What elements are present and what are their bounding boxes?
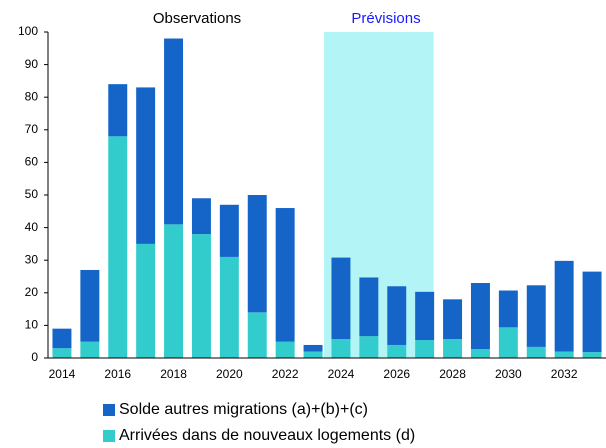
- x-tick-label: 2026: [383, 367, 410, 381]
- bar-segment: [415, 291, 435, 341]
- bar-segment: [526, 346, 546, 358]
- bar-segment: [247, 312, 267, 358]
- x-tick-label: 2028: [439, 367, 466, 381]
- y-tick-label: 0: [31, 350, 38, 364]
- y-tick-label: 60: [25, 155, 39, 169]
- bar-segment: [582, 271, 602, 353]
- bar-segment: [554, 260, 574, 352]
- x-tick-label: 2024: [328, 367, 355, 381]
- bar-segment: [443, 299, 463, 340]
- y-tick-label: 20: [25, 285, 39, 299]
- bar-segment: [498, 290, 518, 328]
- legend-swatch: [103, 430, 115, 442]
- legend-text: Arrivées dans de nouveaux logements (d): [119, 427, 415, 444]
- x-tick-label: 2018: [160, 367, 187, 381]
- bar-segment: [443, 339, 463, 358]
- x-tick-label: 2022: [272, 367, 299, 381]
- bar-segment: [52, 328, 72, 349]
- bar-segment: [359, 336, 379, 358]
- x-tick-label: 2020: [216, 367, 243, 381]
- annotation: Observations: [153, 10, 241, 27]
- y-tick-label: 80: [25, 89, 39, 103]
- annotation: Prévisions: [351, 10, 420, 27]
- bar-segment: [470, 283, 490, 350]
- bar-segment: [219, 256, 239, 358]
- x-tick-label: 2016: [104, 367, 131, 381]
- y-tick-label: 30: [25, 252, 39, 266]
- bar-segment: [275, 341, 295, 358]
- legend-swatch: [103, 404, 115, 416]
- x-tick-label: 2014: [49, 367, 76, 381]
- y-tick-label: 40: [25, 220, 39, 234]
- bar-segment: [387, 344, 407, 358]
- bar-segment: [359, 277, 379, 337]
- bar-segment: [136, 87, 156, 244]
- bar-segment: [303, 351, 323, 358]
- bar-segment: [80, 269, 100, 342]
- bar-segment: [136, 243, 156, 358]
- bar-segment: [415, 340, 435, 358]
- y-tick-label: 50: [25, 187, 39, 201]
- bar-segment: [80, 341, 100, 358]
- y-tick-label: 90: [25, 57, 39, 71]
- x-tick-label: 2032: [551, 367, 578, 381]
- bar-segment: [582, 352, 602, 358]
- y-tick-label: 100: [18, 24, 38, 38]
- y-tick-label: 10: [25, 318, 39, 332]
- bar-segment: [498, 327, 518, 358]
- bar-segment: [191, 198, 211, 235]
- bar-segment: [164, 38, 184, 225]
- legend-text: Solde autres migrations (a)+(b)+(c): [119, 401, 368, 418]
- bar-segment: [331, 339, 351, 358]
- bar-segment: [247, 195, 267, 313]
- x-tick-label: 2030: [495, 367, 522, 381]
- bar-segment: [219, 204, 239, 257]
- bar-segment: [526, 285, 546, 347]
- bar-segment: [164, 224, 184, 358]
- bar-segment: [191, 234, 211, 358]
- y-tick-label: 70: [25, 122, 39, 136]
- bar-segment: [554, 351, 574, 358]
- bar-segment: [303, 344, 323, 352]
- bar-segment: [470, 349, 490, 358]
- bar-segment: [331, 257, 351, 340]
- bar-segment: [108, 136, 128, 358]
- bar-segment: [387, 286, 407, 345]
- bar-segment: [275, 208, 295, 342]
- bar-segment: [52, 348, 72, 358]
- bar-segment: [108, 84, 128, 137]
